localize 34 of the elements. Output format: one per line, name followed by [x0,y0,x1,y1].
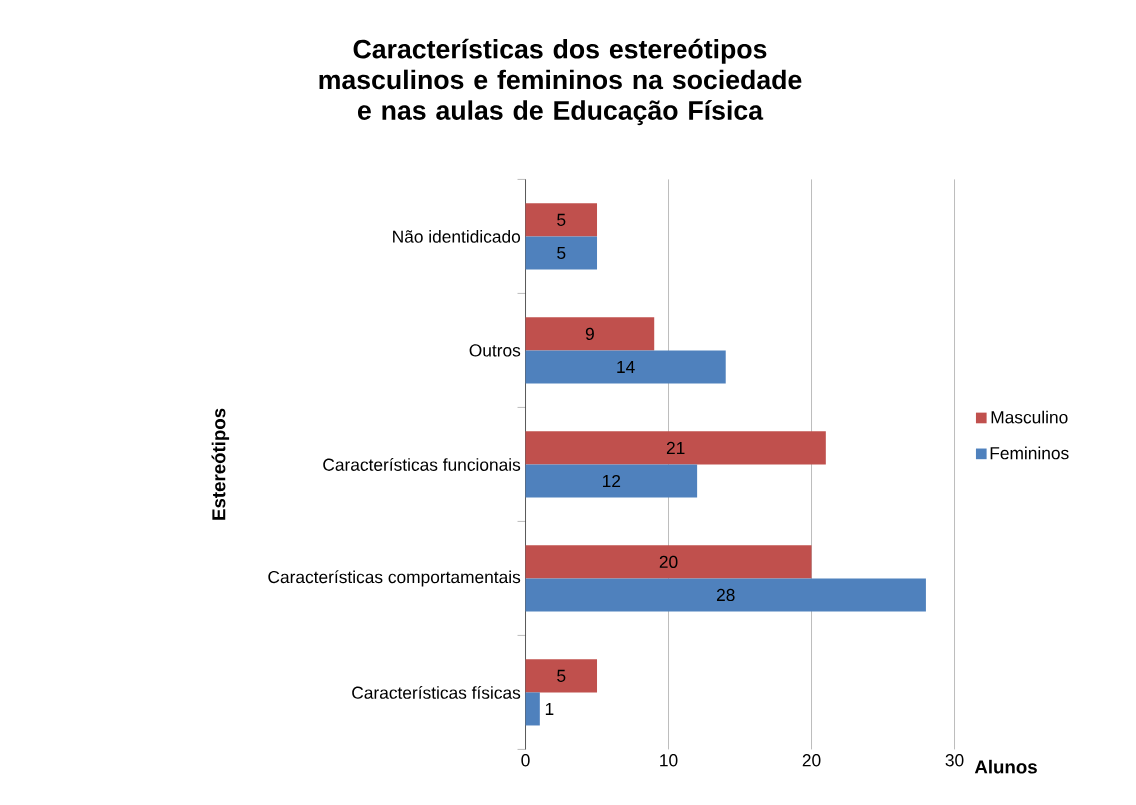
x-tick-label: 0 [521,754,530,767]
y-tick-label: Características físicas [352,685,521,699]
y-tick-label: Características comportamentais [268,570,521,587]
data-label: 5 [557,213,566,226]
chart-title: Características dos estereótipos masculinos e femininos na sociedade e nas aulas de Educação Física [319,38,802,126]
y-axis-title: Estereótipos [211,408,230,520]
x-tick-label: 20 [802,754,821,767]
data-label: 28 [716,588,735,602]
data-label: 1 [545,702,554,715]
y-tick-label: Características funcionais [323,457,521,471]
bar [525,350,726,384]
data-label: 5 [557,246,566,259]
bar [525,203,598,237]
y-tick-label: Não identidicado [393,230,521,243]
bar [525,692,540,726]
legend-label: Femininos [990,446,1069,460]
bar [525,578,926,612]
data-label: 9 [585,327,594,341]
x-axis-title: Alunos [974,759,1037,774]
x-tick-label: 10 [660,754,678,767]
bar [525,431,826,465]
bar [525,659,598,693]
bar [525,464,698,498]
bar [525,545,812,579]
bar [525,317,655,351]
data-label: 21 [666,441,685,454]
data-label: 5 [557,669,566,682]
bar [525,236,598,270]
data-label: 20 [659,555,678,569]
data-label: 14 [617,360,635,373]
y-tick-label: Outros [469,344,521,357]
legend-label: Masculino [991,410,1068,424]
x-tick-label: 30 [945,754,964,767]
data-label: 12 [603,474,621,487]
